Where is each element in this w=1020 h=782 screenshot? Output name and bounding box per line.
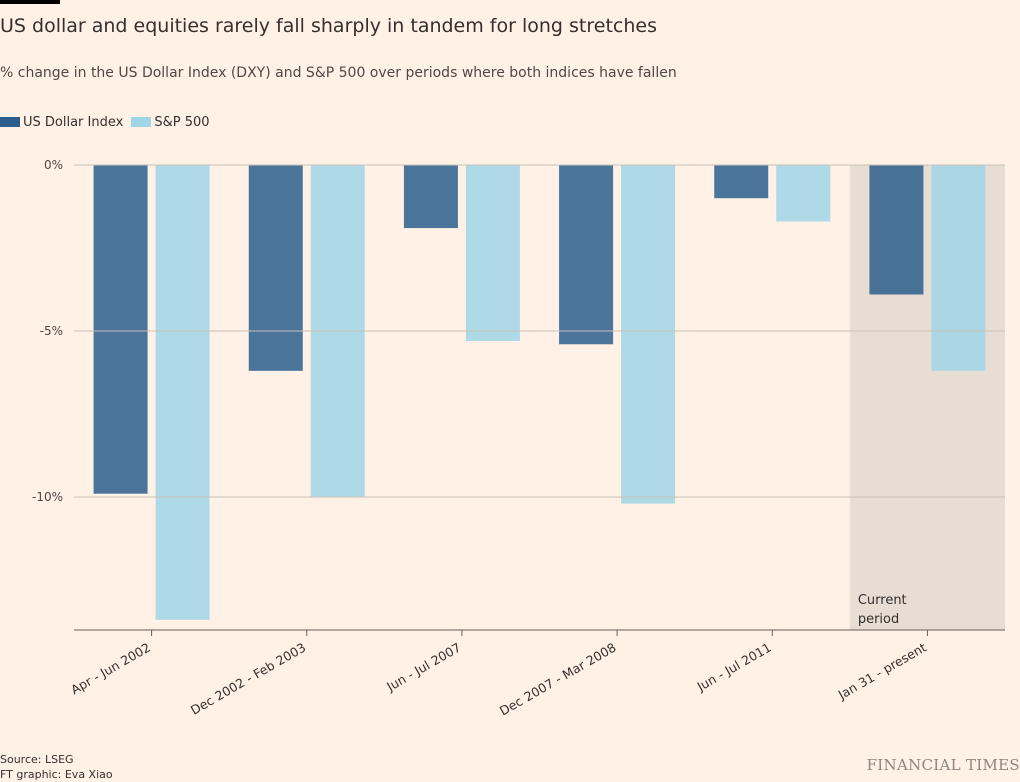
ft-brand-logo: FINANCIAL TIMES [866, 756, 1020, 774]
x-tick-label-5: Jan 31 - present [835, 640, 929, 703]
legend-label-dollar: US Dollar Index [23, 114, 124, 130]
chart-title: US dollar and equities rarely fall sharp… [0, 15, 657, 37]
x-tick-label-3: Dec 2007 - Mar 2008 [497, 640, 619, 719]
current-period-label-line2: period [858, 612, 899, 627]
legend-item-dollar: US Dollar Index [0, 115, 123, 130]
bar-dollar-2 [403, 165, 458, 229]
x-tick-label-4: Jun - Jul 2011 [694, 640, 774, 695]
x-tick-label-0: Apr - Jun 2002 [68, 640, 153, 698]
x-tick-label-2: Jun - Jul 2007 [383, 640, 463, 695]
legend-item-sp500: S&P 500 [131, 114, 210, 130]
current-period-label: Current period [858, 593, 907, 627]
current-period-label-line1: Current [858, 593, 907, 608]
bar-dollar-5 [869, 165, 924, 295]
x-tick-label-1: Dec 2002 - Feb 2003 [188, 640, 308, 718]
y-tick-label-1: -5% [40, 324, 63, 338]
footer-source: Source: LSEG FT graphic: Eva Xiao [0, 752, 113, 782]
bar-sp500-3 [621, 165, 676, 504]
bar-dollar-4 [714, 165, 769, 199]
y-tick-label-0: 0% [44, 158, 63, 172]
legend: US Dollar Index S&P 500 [0, 114, 218, 130]
y-tick-label-2: -10% [32, 490, 63, 504]
bar-sp500-4 [776, 165, 831, 222]
bar-sp500-5 [931, 165, 986, 371]
bar-sp500-0 [155, 165, 210, 620]
bar-sp500-2 [465, 165, 520, 341]
credit-text: FT graphic: Eva Xiao [0, 768, 113, 781]
ft-top-bar [0, 0, 60, 4]
legend-label-sp500: S&P 500 [154, 114, 210, 130]
legend-swatch-sp500 [131, 117, 152, 127]
bar-dollar-0 [93, 165, 148, 494]
chart-subtitle: % change in the US Dollar Index (DXY) an… [0, 65, 677, 81]
legend-swatch-dollar [0, 117, 20, 127]
bar-dollar-1 [248, 165, 303, 371]
source-text: Source: LSEG [0, 753, 74, 766]
bar-dollar-3 [559, 165, 614, 345]
